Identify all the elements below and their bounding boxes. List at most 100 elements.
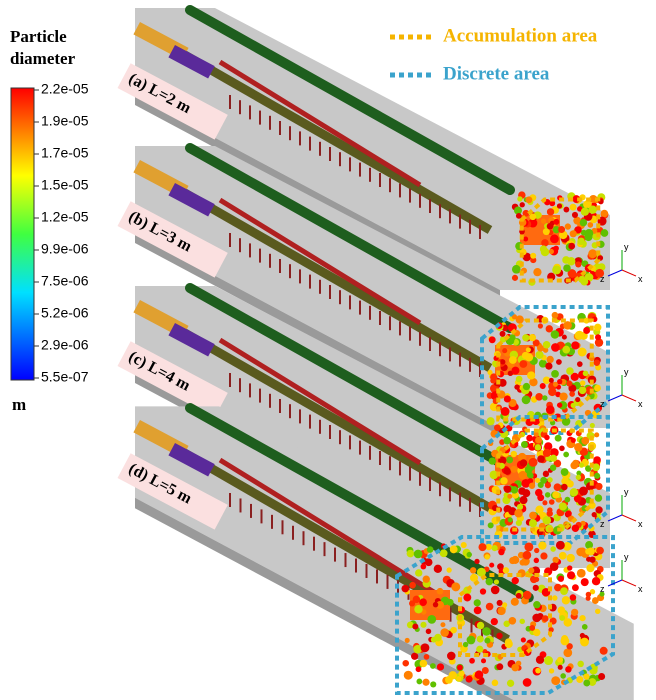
particle — [523, 237, 528, 242]
colorbar-title: diameter — [10, 49, 76, 68]
particle — [421, 564, 427, 570]
figure: yzx(a) L=2 myzx(b) L=3 myzx(c) L=4 myzx(… — [0, 0, 656, 700]
particle — [536, 656, 544, 664]
particle — [509, 557, 516, 564]
particle — [550, 234, 559, 243]
particle — [551, 330, 560, 339]
particle — [584, 233, 592, 241]
particle — [519, 619, 525, 625]
particle — [525, 196, 532, 203]
particle — [575, 261, 581, 267]
particle — [413, 645, 422, 654]
particle — [541, 239, 548, 246]
particle — [547, 477, 552, 482]
particle — [466, 676, 473, 683]
particle — [541, 248, 549, 256]
particle — [552, 595, 557, 600]
particle — [552, 557, 558, 563]
particle — [523, 591, 532, 600]
particle — [581, 208, 589, 216]
particle — [562, 346, 570, 354]
particle — [588, 249, 597, 258]
particle — [535, 444, 542, 451]
particle — [511, 598, 519, 606]
particle — [433, 602, 438, 607]
particle — [512, 275, 518, 281]
particle — [489, 563, 494, 568]
particle — [484, 554, 490, 560]
axis-label: x — [638, 584, 643, 594]
particle — [535, 351, 543, 359]
particle — [561, 484, 568, 491]
particle — [511, 486, 519, 494]
particle — [583, 680, 590, 687]
particle — [583, 674, 589, 680]
particle — [594, 432, 599, 437]
particle — [419, 598, 427, 606]
particle — [511, 664, 519, 672]
particle — [470, 567, 476, 573]
particle — [567, 554, 575, 562]
particle — [500, 477, 507, 484]
particle — [492, 680, 499, 687]
particle — [574, 443, 582, 451]
particle — [567, 571, 575, 579]
particle — [477, 636, 484, 643]
particle — [430, 681, 436, 687]
colorbar-tick-label: 2.2e-05 — [41, 81, 89, 97]
particle — [494, 424, 501, 431]
particle — [546, 325, 553, 332]
particle — [589, 205, 597, 213]
particle — [542, 615, 549, 622]
particle — [566, 367, 574, 375]
particle — [522, 352, 529, 359]
particle — [522, 395, 531, 404]
particle — [526, 347, 531, 352]
colorbar-tick-label: 5.5e-07 — [41, 369, 89, 385]
colorbar-tick-label: 5.2e-06 — [41, 305, 89, 321]
particle — [534, 558, 539, 563]
axis-label: z — [600, 519, 605, 529]
particle — [430, 663, 436, 669]
particle — [538, 323, 543, 328]
particle — [542, 500, 547, 505]
legend-label: Discrete area — [443, 63, 550, 84]
colorbar-tick-label: 1.5e-05 — [41, 177, 89, 193]
particle — [527, 472, 533, 478]
particle — [523, 678, 532, 687]
particle — [425, 558, 433, 566]
particle — [426, 629, 432, 635]
particle — [467, 636, 476, 645]
particle — [535, 668, 541, 674]
axis-label: z — [600, 584, 605, 594]
particle — [551, 370, 559, 378]
particle — [543, 449, 551, 457]
particle — [492, 545, 498, 551]
particle — [555, 435, 562, 442]
particle — [509, 356, 517, 364]
particle — [412, 623, 418, 629]
axis-label: z — [600, 399, 605, 409]
particle — [563, 452, 569, 458]
particle — [575, 331, 584, 340]
particle — [583, 371, 589, 377]
particle — [566, 510, 572, 516]
particle — [585, 548, 591, 554]
particle — [533, 585, 539, 591]
particle — [558, 665, 563, 670]
particle — [463, 594, 471, 602]
particle — [497, 600, 503, 606]
particle — [559, 552, 567, 560]
particle — [544, 435, 550, 441]
particle — [482, 627, 491, 636]
particle — [518, 487, 526, 495]
particle — [423, 576, 430, 583]
particle — [529, 512, 537, 520]
particle — [595, 334, 601, 340]
particle — [409, 582, 416, 589]
particle — [595, 609, 600, 614]
particle — [534, 432, 539, 437]
particle — [533, 601, 540, 608]
particle — [601, 210, 609, 218]
particle — [559, 615, 565, 621]
